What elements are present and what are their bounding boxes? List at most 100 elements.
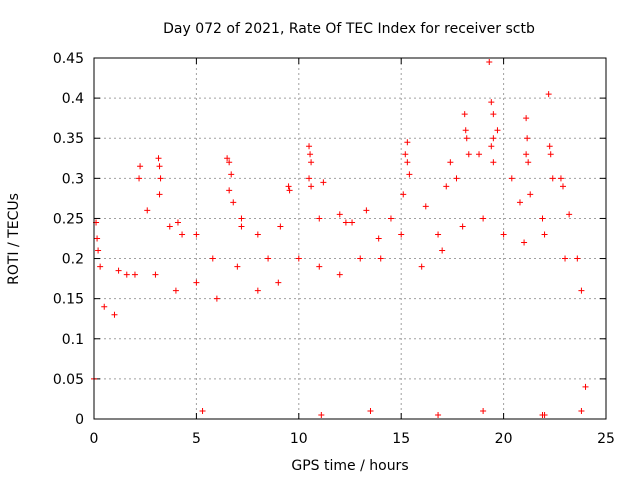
data-point	[525, 159, 532, 166]
data-point	[308, 159, 315, 166]
data-point	[226, 159, 233, 166]
data-point	[316, 263, 323, 270]
data-point	[363, 207, 370, 214]
data-point	[480, 215, 487, 222]
data-point	[307, 151, 314, 158]
data-point	[516, 199, 523, 206]
data-point	[377, 255, 384, 262]
data-point	[562, 255, 569, 262]
data-point	[566, 211, 573, 218]
data-point	[465, 151, 472, 158]
data-point	[308, 183, 315, 190]
y-tick-label: 0.35	[53, 131, 84, 147]
grid-lines	[94, 58, 606, 419]
data-point	[541, 411, 548, 418]
data-point	[224, 155, 231, 162]
data-point	[238, 223, 245, 230]
data-point	[111, 311, 118, 318]
data-points	[91, 59, 589, 418]
y-tick-label: 0	[75, 412, 84, 428]
data-point	[375, 235, 382, 242]
data-point	[172, 287, 179, 294]
data-point	[387, 215, 394, 222]
data-point	[277, 223, 284, 230]
data-point	[523, 151, 530, 158]
y-tick-label: 0.25	[53, 211, 84, 227]
data-point	[174, 219, 181, 226]
data-point	[559, 183, 566, 190]
data-point	[521, 239, 528, 246]
data-point	[400, 191, 407, 198]
data-point	[275, 279, 282, 286]
data-point	[199, 407, 206, 414]
data-point	[295, 255, 302, 262]
data-point	[193, 231, 200, 238]
data-point	[155, 155, 162, 162]
data-point	[402, 151, 409, 158]
data-point	[285, 183, 292, 190]
data-point	[94, 235, 101, 242]
data-point	[500, 231, 507, 238]
data-point	[306, 175, 313, 182]
data-point	[156, 191, 163, 198]
chart-title: Day 072 of 2021, Rate Of TEC Index for r…	[163, 21, 535, 37]
x-tick-label: 20	[495, 431, 513, 447]
data-point	[527, 191, 534, 198]
data-point	[574, 255, 581, 262]
data-point	[316, 215, 323, 222]
data-point	[367, 407, 374, 414]
y-tick-label: 0.45	[53, 51, 84, 67]
y-axis-label: ROTI / TECUs	[6, 193, 22, 285]
data-point	[166, 223, 173, 230]
data-point	[508, 175, 515, 182]
data-point	[461, 111, 468, 118]
data-point	[306, 143, 313, 150]
data-point	[398, 231, 405, 238]
data-point	[463, 135, 470, 142]
data-point	[435, 411, 442, 418]
data-point	[131, 271, 138, 278]
y-tick-label: 0.3	[62, 171, 84, 187]
data-point	[578, 407, 585, 414]
data-point	[545, 91, 552, 98]
x-tick-label: 25	[597, 431, 615, 447]
data-point	[230, 199, 237, 206]
data-point	[453, 175, 460, 182]
data-point	[320, 179, 327, 186]
data-point	[524, 135, 531, 142]
x-tick-label: 15	[392, 431, 410, 447]
data-point	[480, 407, 487, 414]
data-point	[490, 135, 497, 142]
data-point	[447, 159, 454, 166]
data-point	[144, 207, 151, 214]
data-point	[443, 183, 450, 190]
data-point	[486, 59, 493, 66]
data-point	[422, 203, 429, 210]
data-point	[226, 187, 233, 194]
x-tick-labels: 0 5 10 15 20 25	[90, 431, 615, 447]
x-tick-label: 10	[290, 431, 308, 447]
data-point	[336, 211, 343, 218]
data-point	[179, 231, 186, 238]
data-point	[228, 171, 235, 178]
x-axis-label: GPS time / hours	[291, 458, 408, 474]
data-point	[418, 263, 425, 270]
data-point	[254, 231, 261, 238]
data-point	[435, 231, 442, 238]
data-point	[406, 171, 413, 178]
data-point	[238, 215, 245, 222]
data-point	[494, 127, 501, 134]
data-point	[582, 383, 589, 390]
data-point	[152, 271, 159, 278]
data-point	[557, 175, 564, 182]
y-tick-label: 0.05	[53, 372, 84, 388]
data-point	[539, 215, 546, 222]
data-point	[349, 219, 356, 226]
data-point	[115, 267, 122, 274]
data-point	[101, 303, 108, 310]
data-point	[546, 143, 553, 150]
data-point	[336, 271, 343, 278]
data-point	[157, 175, 164, 182]
data-point	[209, 255, 216, 262]
